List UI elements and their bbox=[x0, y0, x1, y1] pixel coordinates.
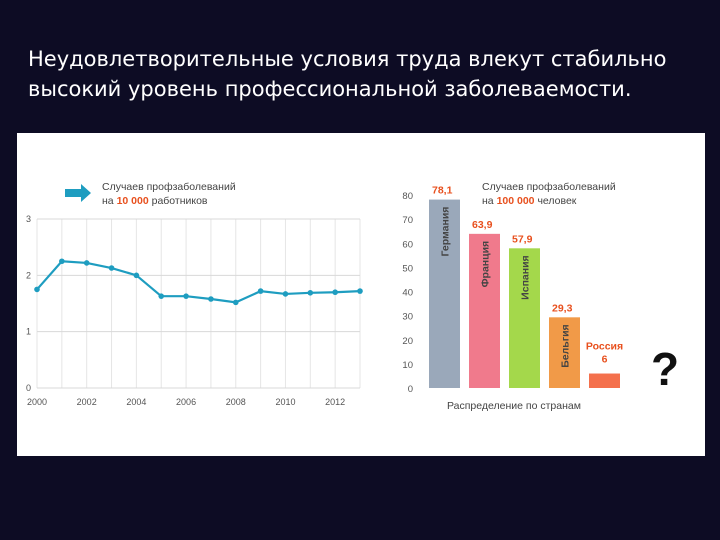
bar-category-label: Германия bbox=[440, 207, 452, 257]
line-data-point bbox=[83, 260, 90, 266]
bar-y-tick-label: 0 bbox=[408, 384, 413, 395]
bar-1 bbox=[429, 199, 460, 388]
bar-y-tick-label: 40 bbox=[402, 288, 413, 299]
bar-value-label: 78,1 bbox=[432, 185, 453, 197]
line-legend-line-1: Случаев профзаболеваний bbox=[102, 181, 236, 193]
line-data-point bbox=[282, 291, 289, 297]
line-data-point bbox=[59, 258, 65, 265]
line-legend-suffix: работников bbox=[152, 195, 208, 207]
bar-value-label: 29,3 bbox=[552, 302, 573, 314]
line-x-tick-label: 2012 bbox=[325, 397, 345, 407]
line-data-point bbox=[183, 293, 189, 299]
bar-value-label: 63,9 bbox=[472, 219, 493, 231]
chart-panel: Случаев профзаболеваний на 10 000 работн… bbox=[17, 133, 705, 456]
bar-chart-legend: Случаев профзаболеваний на 100 000 челов… bbox=[482, 181, 616, 207]
line-chart-legend: Случаев профзаболеваний на 10 000 работн… bbox=[65, 181, 236, 207]
bar-y-tick-label: 80 bbox=[402, 191, 413, 202]
bar-y-tick-label: 70 bbox=[402, 215, 413, 226]
line-legend-line-2: на 10 000 работников bbox=[102, 195, 208, 207]
line-data-point bbox=[257, 288, 264, 294]
bar-value-label: 57,9 bbox=[512, 233, 533, 245]
slide-title-line-1: Неудовлетворительные условия труда влеку… bbox=[28, 47, 667, 71]
bar-legend-prefix: на bbox=[482, 195, 494, 207]
line-data-point bbox=[232, 299, 239, 306]
bar-x-axis-label: Распределение по странам bbox=[447, 400, 581, 412]
bar-legend-suffix: человек bbox=[537, 195, 576, 207]
line-data-point bbox=[307, 289, 314, 296]
line-legend-highlight: 10 000 bbox=[117, 195, 149, 207]
bar-chart: 0 10 20 30 40 50 60 70 80 78,1 Германия 63,9 Франция… bbox=[402, 185, 623, 395]
bar-5 bbox=[589, 373, 620, 388]
line-y-tick-label: 1 bbox=[26, 327, 31, 337]
bar-y-tick-label: 20 bbox=[402, 336, 413, 347]
bar-legend-line-1: Случаев профзаболеваний bbox=[482, 181, 616, 193]
slide-title: Неудовлетворительные условия труда влеку… bbox=[28, 44, 708, 104]
line-legend-prefix: на bbox=[102, 195, 114, 207]
bar-category-label: Россия bbox=[586, 341, 623, 353]
bar-4 bbox=[549, 317, 580, 388]
bar-3 bbox=[509, 248, 540, 388]
line-x-tick-label: 2010 bbox=[275, 397, 295, 407]
line-x-tick-label: 2000 bbox=[27, 397, 47, 407]
bar-legend-highlight: 100 000 bbox=[497, 195, 535, 207]
bar-2 bbox=[469, 233, 500, 388]
bar-y-tick-label: 10 bbox=[402, 360, 413, 371]
bar-category-label: Бельгия bbox=[560, 324, 572, 367]
line-y-tick-label: 3 bbox=[26, 214, 31, 224]
slide-title-line-2: высокий уровень профессиональной заболев… bbox=[28, 77, 632, 101]
charts-svg: Случаев профзаболеваний на 10 000 работн… bbox=[26, 181, 679, 412]
line-data-point bbox=[108, 265, 115, 271]
line-x-tick-label: 2008 bbox=[226, 397, 246, 407]
bar-value-label: 6 bbox=[602, 354, 608, 366]
arrow-icon bbox=[65, 184, 91, 202]
bar-legend-line-2: на 100 000 человек bbox=[482, 195, 577, 207]
line-data-point bbox=[133, 272, 140, 279]
bar-category-label: Франция bbox=[480, 241, 492, 288]
line-data-point bbox=[158, 293, 165, 299]
bar-y-tick-label: 50 bbox=[402, 263, 413, 274]
line-y-tick-label: 0 bbox=[26, 383, 31, 393]
line-data-point bbox=[34, 286, 40, 293]
line-y-tick-label: 2 bbox=[26, 270, 31, 280]
line-chart: 0 1 2 3 2000 2002 2004 2006 2008 2010 2012 bbox=[26, 214, 363, 407]
unknown-mark: ? bbox=[651, 343, 679, 395]
line-data-point bbox=[357, 288, 363, 294]
line-x-tick-label: 2004 bbox=[126, 397, 146, 407]
line-x-tick-label: 2002 bbox=[77, 397, 97, 407]
bar-y-tick-label: 30 bbox=[402, 312, 413, 323]
line-series-path bbox=[36, 260, 361, 304]
line-data-point bbox=[208, 296, 214, 302]
bar-y-tick-label: 60 bbox=[402, 239, 413, 250]
bar-category-label: Испания bbox=[520, 255, 532, 300]
line-data-point bbox=[332, 289, 338, 296]
line-x-tick-label: 2006 bbox=[176, 397, 196, 407]
